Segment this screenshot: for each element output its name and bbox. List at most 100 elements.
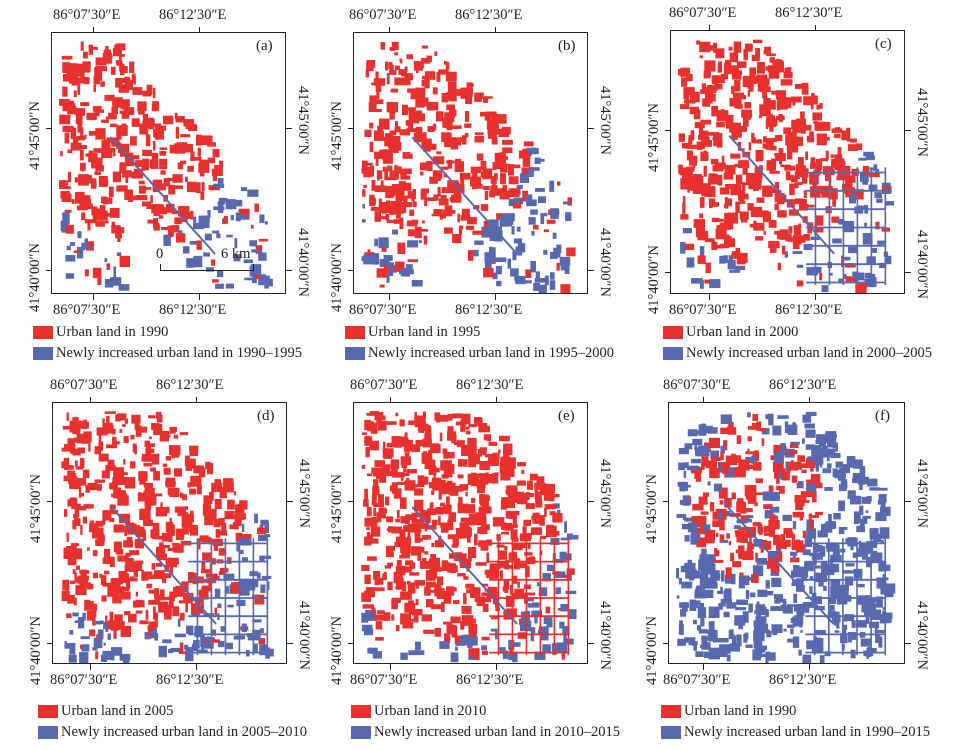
urban-patch: [218, 571, 226, 575]
urban-patch: [123, 459, 126, 465]
urban-patch: [117, 622, 123, 627]
urban-patch: [769, 514, 776, 526]
urban-patch: [378, 198, 382, 209]
urban-patch: [124, 611, 131, 616]
newly-urban-patch: [882, 574, 886, 580]
urban-patch: [189, 488, 197, 495]
urban-patch: [374, 211, 382, 222]
urban-patch: [678, 133, 685, 142]
urban-patch: [397, 242, 406, 254]
newly-urban-patch: [230, 215, 234, 221]
newly-urban-patch: [499, 216, 510, 227]
legend-item-urban: Urban land in 1990: [33, 322, 302, 343]
urban-patch: [708, 198, 716, 204]
urban-patch: [77, 83, 81, 95]
urban-patch: [142, 532, 146, 541]
urban-patch: [461, 92, 466, 97]
urban-patch: [492, 180, 496, 190]
urban-patch: [814, 186, 826, 191]
urban-patch: [457, 503, 468, 514]
newly-urban-patch: [809, 586, 813, 595]
newly-urban-patch: [873, 164, 878, 171]
newly-urban-patch: [838, 218, 845, 225]
urban-patch: [73, 483, 76, 487]
newly-urban-patch: [472, 249, 479, 257]
newly-urban-patch: [680, 565, 688, 573]
newly-urban-patch: [742, 611, 749, 623]
urban-patch: [724, 212, 735, 223]
newly-urban-patch: [507, 258, 512, 269]
urban-patch: [125, 158, 135, 167]
urban-patch: [89, 46, 98, 50]
urban-patch: [428, 482, 433, 489]
urban-patch: [687, 245, 692, 249]
urban-patch: [76, 77, 84, 84]
urban-patch: [719, 222, 732, 230]
newly-urban-patch: [361, 624, 373, 632]
urban-patch: [429, 176, 438, 184]
urban-patch: [91, 607, 97, 618]
urban-patch: [470, 166, 482, 174]
newly-urban-patch: [864, 272, 871, 279]
urban-patch: [102, 516, 106, 525]
urban-patch: [539, 515, 545, 526]
newly-urban-patch: [200, 635, 205, 647]
newly-urban-patch: [712, 638, 724, 643]
urban-patch: [210, 639, 221, 643]
newly-urban-patch: [729, 643, 740, 652]
urban-patch: [431, 490, 435, 496]
urban-patch: [772, 521, 776, 530]
urban-patch: [92, 106, 102, 112]
urban-patch: [80, 72, 85, 83]
urban-patch: [803, 234, 811, 241]
urban-patch: [802, 216, 808, 223]
urban-patch: [148, 415, 156, 419]
urban-patch: [770, 564, 780, 573]
urban-patch: [740, 504, 746, 514]
newly-urban-patch: [538, 196, 546, 204]
newly-urban-patch: [830, 586, 840, 598]
newly-urban-patch: [787, 424, 798, 435]
newly-urban-patch: [700, 524, 711, 535]
urban-patch: [784, 165, 796, 171]
newly-urban-patch: [695, 586, 703, 597]
urban-patch: [435, 507, 444, 515]
urban-patch: [696, 528, 704, 534]
newly-urban-patch: [508, 652, 517, 661]
urban-patch: [492, 452, 500, 461]
urban-patch: [736, 125, 747, 132]
urban-patch: [704, 188, 716, 197]
urban-patch: [422, 411, 426, 419]
urban-patch: [250, 224, 254, 229]
newly-urban-patch: [154, 633, 159, 641]
urban-patch: [80, 457, 85, 468]
urban-patch: [449, 197, 457, 202]
urban-patch: [169, 597, 174, 608]
urban-patch: [419, 171, 424, 176]
urban-patch: [677, 68, 687, 76]
newly-urban-patch: [711, 582, 718, 589]
map-legend: Urban land in 1990 Newly increased urban …: [661, 701, 930, 743]
map-frame: [670, 30, 905, 294]
urban-patch: [434, 540, 444, 548]
newly-urban-patch: [774, 600, 781, 604]
urban-patch: [812, 112, 822, 121]
urban-patch: [478, 508, 485, 511]
urban-patch: [492, 517, 505, 527]
urban-patch: [156, 553, 167, 561]
urban-patch: [810, 473, 821, 485]
urban-patch: [740, 515, 750, 521]
urban-patch: [518, 543, 526, 549]
urban-patch: [152, 529, 160, 539]
urban-patch: [212, 173, 217, 181]
urban-patch: [130, 136, 137, 146]
urban-patch: [202, 504, 212, 516]
newly-urban-patch: [258, 252, 267, 261]
urban-patch: [384, 565, 392, 569]
urban-patch: [432, 87, 438, 95]
urban-patch: [62, 125, 74, 133]
newly-urban-patch: [699, 565, 708, 571]
urban-patch: [752, 522, 762, 527]
urban-patch: [386, 73, 390, 85]
newly-urban-patch: [363, 254, 375, 265]
